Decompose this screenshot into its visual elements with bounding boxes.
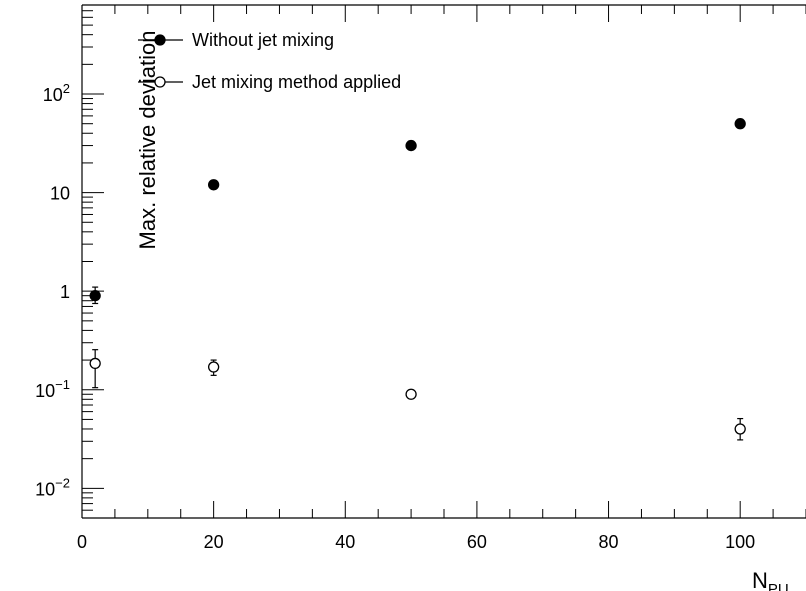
data-point [734,423,746,435]
y-tick-label-base: 1 [60,282,70,302]
x-axis-title-main: N [752,568,768,591]
x-tick-label: 20 [204,532,224,552]
y-tick-label-base: 10 [43,85,63,105]
ticks [81,4,806,519]
y-tick-label: 102 [43,81,70,105]
series-layer [89,118,746,441]
data-point [734,118,746,130]
data-point [89,290,101,302]
x-tick-label: 100 [725,532,755,552]
y-tick-label: 10−1 [35,377,70,401]
axes [81,4,806,519]
y-tick-label: 10 [50,184,70,204]
legend-label: Without jet mixing [192,30,334,50]
y-tick-label-exponent: −1 [55,377,70,392]
y-tick-label-exponent: 2 [63,81,70,96]
y-tick-label: 1 [60,282,70,302]
data-point [207,179,220,191]
legend-marker [154,34,166,46]
y-tick-label-base: 10 [35,381,55,401]
data-point [207,361,220,373]
series-1 [89,118,746,305]
x-tick-label: 0 [77,532,87,552]
data-point [89,357,101,370]
x-tick-label: 80 [599,532,619,552]
y-tick-label-base: 10 [50,184,70,204]
legend-marker [154,76,166,88]
data-point [405,388,417,400]
y-axis-title: Max. relative deviation [135,31,160,250]
x-axis-title-sub: PU [768,581,789,591]
legend: Without jet mixing Jet mixing method appl… [138,30,401,92]
series-2 [89,349,746,441]
x-tick-label: 60 [467,532,487,552]
y-tick-label: 10−2 [35,475,70,499]
y-tick-label-base: 10 [35,479,55,499]
x-tick-label: 40 [335,532,355,552]
y-tick-label-exponent: −2 [55,475,70,490]
data-point [405,139,417,152]
legend-label: Jet mixing method applied [192,72,401,92]
x-axis-title: NPU [752,568,789,591]
